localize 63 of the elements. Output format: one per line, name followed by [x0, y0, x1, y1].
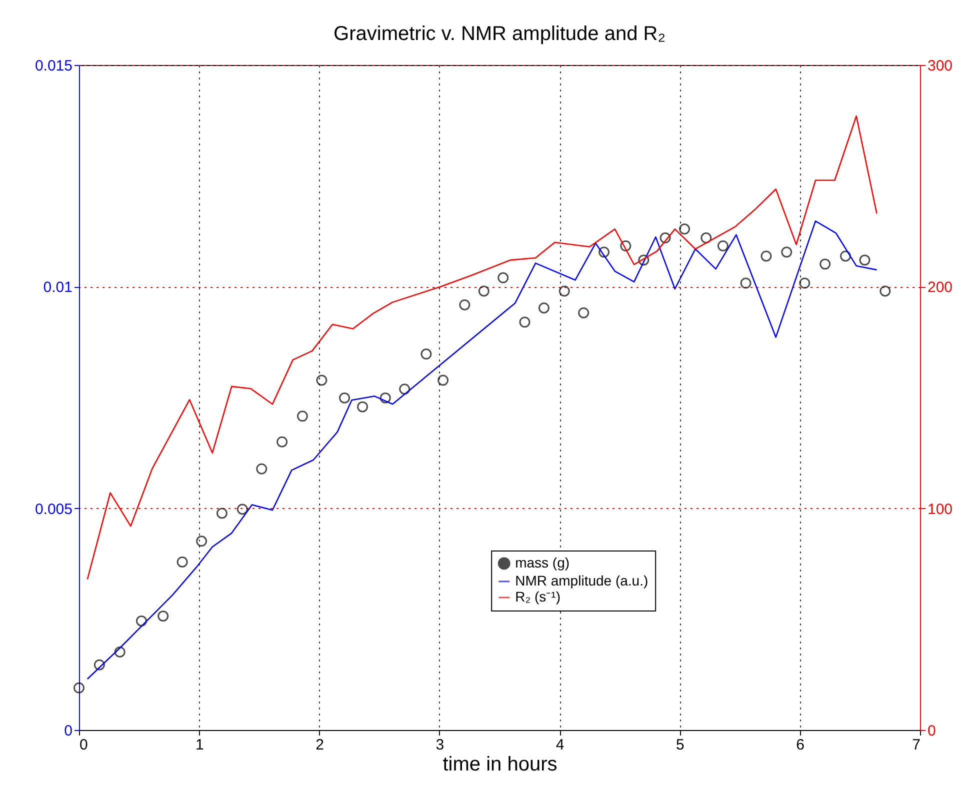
- point: [196, 536, 208, 547]
- x-tick-label: 5: [676, 736, 684, 754]
- point: [136, 615, 147, 626]
- point: [538, 302, 550, 314]
- point: [620, 240, 632, 252]
- x-tick-label: 2: [316, 736, 324, 754]
- y2-tick-label: 0: [928, 722, 936, 740]
- legend-label: mass (g): [515, 554, 570, 570]
- point: [740, 278, 752, 289]
- x-axis-title: time in hours: [442, 754, 558, 776]
- x-tick-label: 6: [796, 736, 805, 754]
- point: [578, 307, 590, 318]
- point: [438, 374, 449, 386]
- point: [256, 463, 268, 474]
- legend-label: R₂ (s⁻¹): [515, 588, 561, 604]
- point: [158, 610, 169, 622]
- point: [176, 556, 188, 568]
- chart-title: Gravimetric v. NMR amplitude and R₂: [334, 23, 666, 45]
- point: [859, 254, 870, 266]
- point: [880, 286, 891, 297]
- point: [459, 299, 470, 310]
- point: [380, 392, 391, 404]
- point: [558, 286, 570, 297]
- point: [679, 224, 690, 235]
- point: [660, 232, 671, 244]
- y-tick-label: 0.015: [34, 58, 72, 74]
- x-tick-label: 4: [556, 736, 564, 754]
- point: [216, 508, 228, 519]
- x-tick-label: 7: [912, 736, 920, 754]
- y-tick-label: 0.01: [43, 279, 72, 296]
- point: [781, 246, 792, 258]
- line-series: [86, 220, 878, 680]
- x-tick-label: 3: [436, 736, 444, 754]
- point: [276, 436, 288, 448]
- point: [114, 646, 126, 658]
- point: [498, 272, 509, 284]
- point: [357, 401, 368, 412]
- point: [760, 250, 772, 262]
- point: [598, 246, 610, 258]
- y-tick-label: 0.005: [34, 500, 72, 518]
- point: [236, 504, 248, 515]
- point: [420, 348, 432, 360]
- y2-tick-label: 100: [928, 500, 953, 518]
- y2-tick-label: 200: [928, 279, 953, 296]
- point: [519, 316, 530, 328]
- point: [840, 250, 852, 262]
- point: [700, 232, 712, 244]
- point: [399, 384, 410, 395]
- point: [296, 410, 308, 422]
- y-tick-label: 0: [64, 722, 72, 740]
- point: [799, 278, 810, 289]
- point: [339, 392, 350, 404]
- point: [94, 659, 105, 670]
- point: [820, 258, 831, 270]
- legend-label: NMR amplitude (a.u.): [515, 572, 648, 588]
- point: [316, 374, 328, 386]
- point: [638, 254, 650, 266]
- point: [74, 682, 84, 694]
- point: [717, 240, 728, 252]
- y2-tick-label: 300: [928, 58, 953, 74]
- x-tick-label: 1: [195, 736, 204, 754]
- x-tick-label: 0: [80, 736, 88, 754]
- point: [478, 286, 490, 297]
